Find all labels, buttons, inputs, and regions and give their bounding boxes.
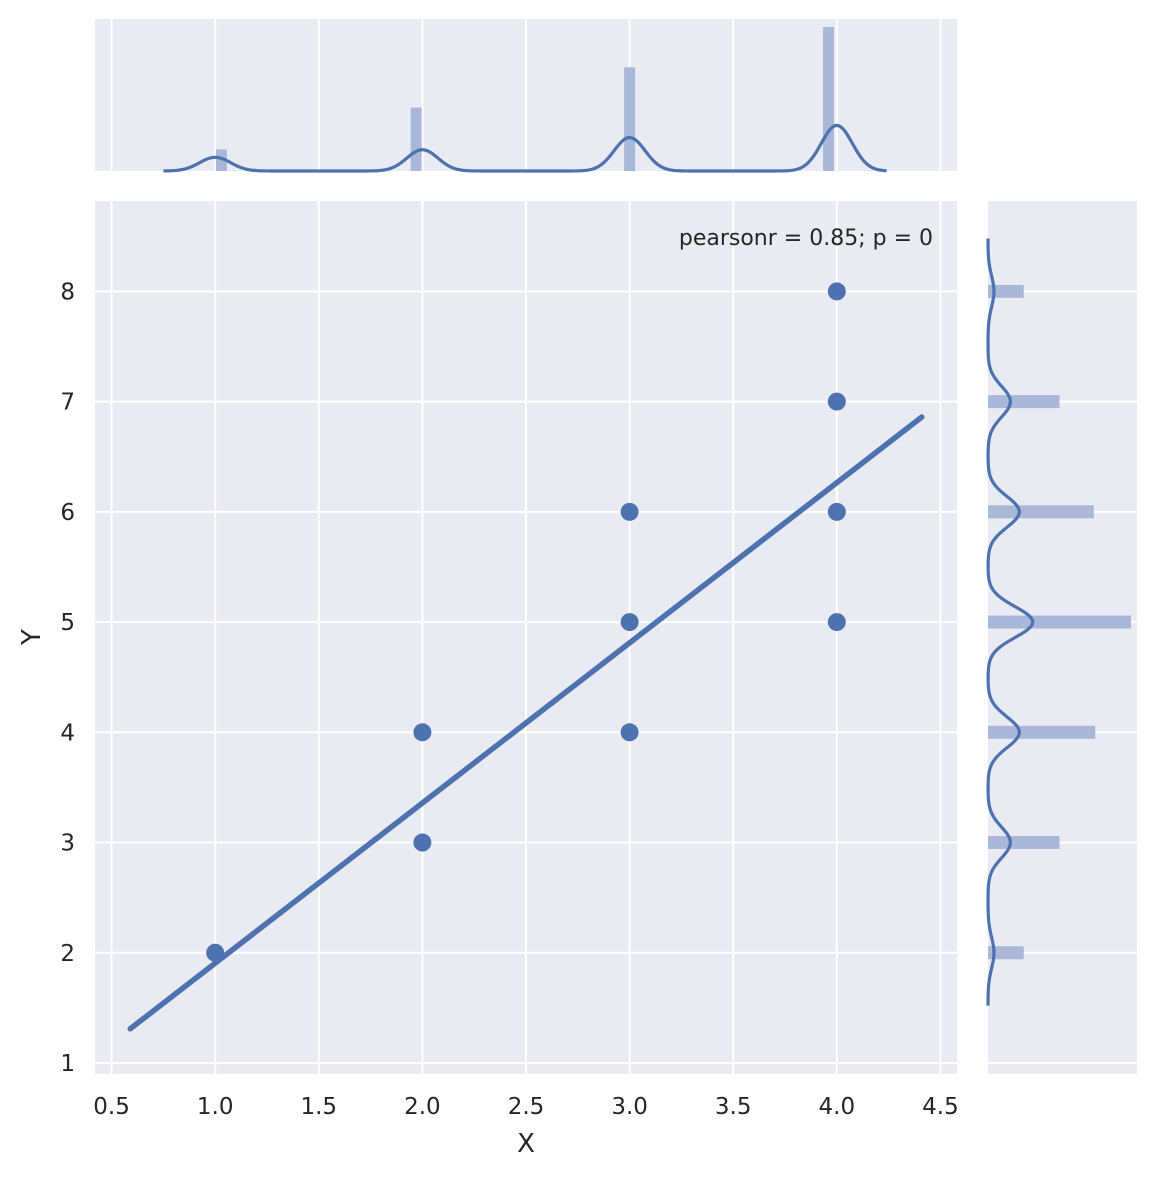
y-tick-label: 4 xyxy=(60,720,75,746)
y-tick-labels: 1 2 3 4 5 6 7 8 xyxy=(60,279,75,1077)
y-tick-label: 8 xyxy=(60,279,75,305)
right-hist-bar xyxy=(988,505,1094,519)
x-tick-label: 0.5 xyxy=(93,1094,130,1120)
right-marginal-background xyxy=(988,201,1137,1074)
y-tick-label: 1 xyxy=(60,1051,75,1077)
x-tick-labels: 0.5 1.0 1.5 2.0 2.5 3.0 3.5 4.0 4.5 xyxy=(93,1094,958,1120)
regression-line-segment xyxy=(127,414,925,1032)
y-tick-label: 7 xyxy=(60,390,75,416)
y-tick-label: 6 xyxy=(60,500,75,526)
scatter-point xyxy=(620,502,639,521)
right-hist-bar xyxy=(988,946,1024,960)
scatter-point xyxy=(413,833,432,852)
y-tick-label: 2 xyxy=(60,941,75,967)
scatter-point xyxy=(413,723,432,742)
right-hist-bar xyxy=(988,615,1131,629)
top-hist-bar xyxy=(215,149,227,171)
scatter-point xyxy=(827,502,846,521)
top-marginal-grid xyxy=(110,19,942,171)
x-tick-label: 3.5 xyxy=(715,1094,752,1120)
top-kde-curve xyxy=(163,123,887,173)
x-tick-label: 4.5 xyxy=(922,1094,959,1120)
y-tick-label: 5 xyxy=(60,610,75,636)
x-tick-label: 3.0 xyxy=(611,1094,648,1120)
scatter-point xyxy=(620,723,639,742)
top-marginal-kde xyxy=(163,123,887,173)
top-marginal-histogram xyxy=(215,27,835,171)
x-axis-label: X xyxy=(517,1129,535,1159)
scatter-point xyxy=(827,613,846,632)
scatter-point xyxy=(620,613,639,632)
x-tick-label: 4.0 xyxy=(819,1094,856,1120)
y-tick-label: 3 xyxy=(60,831,75,857)
right-marginal-histogram xyxy=(988,284,1131,960)
scatter-point xyxy=(827,392,846,411)
main-plot-grid xyxy=(95,201,957,1074)
x-tick-label: 2.5 xyxy=(508,1094,545,1120)
top-hist-bar xyxy=(624,67,636,171)
regression-line xyxy=(127,414,925,1032)
top-hist-bar xyxy=(823,27,835,171)
x-tick-label: 1.5 xyxy=(300,1094,337,1120)
right-kde-curve xyxy=(986,238,1035,1006)
x-tick-label: 1.0 xyxy=(197,1094,234,1120)
right-hist-bar xyxy=(988,284,1024,298)
right-hist-bar xyxy=(988,395,1060,409)
right-marginal-kde xyxy=(986,238,1035,1006)
pearsonr-annotation: pearsonr = 0.85; p = 0 xyxy=(679,226,933,251)
right-hist-bar xyxy=(988,836,1060,850)
scatter-points xyxy=(206,282,846,962)
x-tick-label: 2.0 xyxy=(404,1094,441,1120)
top-hist-bar xyxy=(410,107,422,171)
right-hist-bar xyxy=(988,725,1096,739)
scatter-point xyxy=(827,282,846,301)
y-axis-label: Y xyxy=(17,629,47,646)
